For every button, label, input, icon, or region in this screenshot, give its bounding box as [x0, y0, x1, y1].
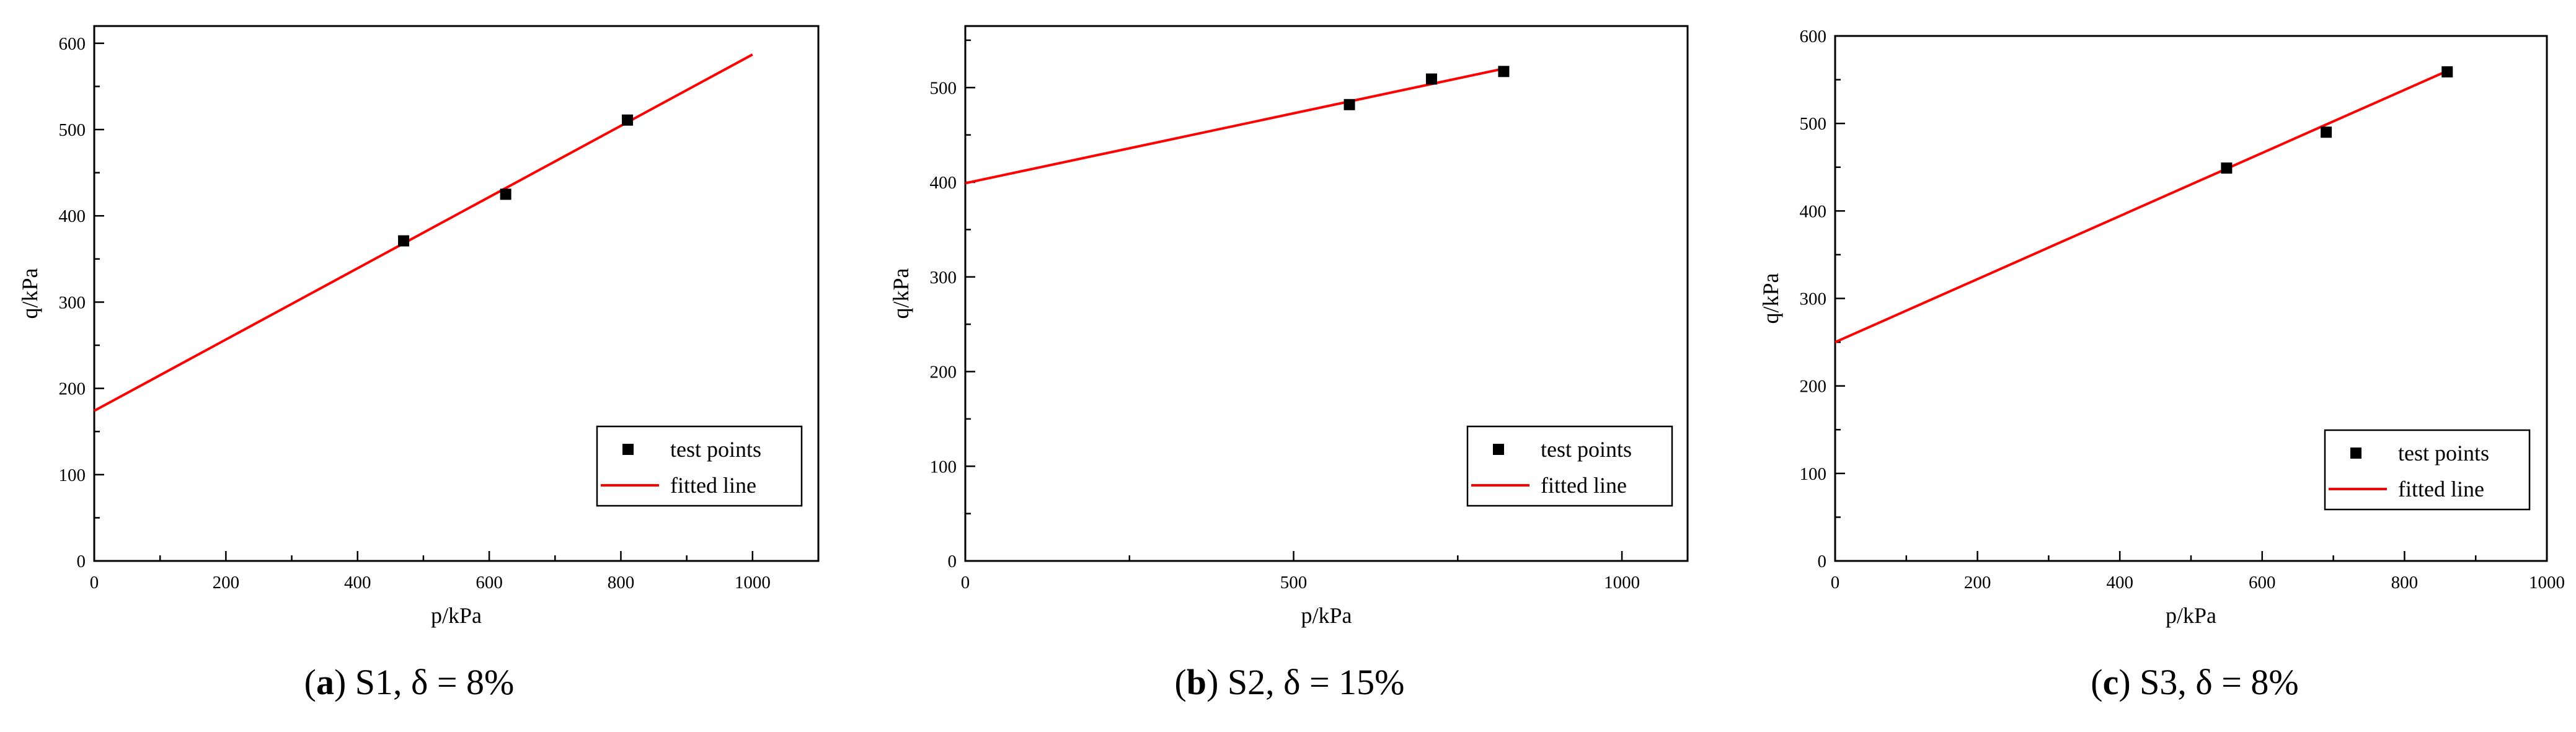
x-tick-label: 600 [476, 573, 503, 593]
test-point-marker [1498, 66, 1510, 77]
test-point-marker [1343, 99, 1355, 110]
y-tick-label: 600 [1800, 27, 1827, 46]
y-axis-label: q/kPa [17, 268, 42, 319]
x-axis-label: p/kPa [2166, 603, 2216, 628]
y-tick-label: 400 [930, 173, 957, 193]
legend-marker-test-points [622, 444, 634, 455]
legend-label: fitted line [670, 473, 756, 498]
y-tick-label: 300 [59, 293, 86, 312]
x-axis-label: p/kPa [1301, 603, 1352, 628]
fitted-line [965, 67, 1504, 185]
chart-panel-3: 0 200 400 600 800 1000 0 100 200 300 400 500 600 p/kP… [1758, 27, 2565, 702]
y-axis-label: q/kPa [1758, 273, 1783, 324]
legend-label: test points [2398, 441, 2489, 465]
y-tick-label: 200 [1800, 377, 1827, 397]
x-tick-label: 1000 [735, 573, 771, 593]
legend: test points fitted line [1466, 425, 1673, 507]
panel-caption-text: S2, δ = 15% [1228, 662, 1405, 702]
y-axis-label: q/kPa [888, 268, 913, 319]
x-tick-label: 1000 [2529, 573, 2565, 593]
legend-label: fitted line [1541, 473, 1627, 498]
panel-caption-letter: b [1187, 662, 1206, 702]
legend-box [1466, 425, 1673, 507]
y-tick-label: 400 [1800, 201, 1827, 221]
y-tick-label: 100 [59, 465, 86, 485]
x-tick-label: 400 [344, 573, 371, 593]
legend-label: test points [670, 437, 761, 462]
legend-box [596, 425, 803, 507]
x-tick-label: 0 [90, 573, 99, 593]
legend-marker-test-points [2350, 448, 2361, 459]
y-tick-label: 400 [59, 206, 86, 226]
panel-caption-text: S1, δ = 8% [355, 662, 515, 702]
y-tick-label: 300 [1800, 289, 1827, 309]
y-tick-label: 0 [948, 552, 957, 571]
test-point-marker [1425, 73, 1437, 85]
y-tick-label: 500 [59, 120, 86, 140]
test-point-marker [2321, 126, 2332, 138]
y-tick-label: 0 [77, 552, 86, 571]
x-tick-label: 0 [1831, 573, 1840, 593]
x-tick-label: 600 [2249, 573, 2276, 593]
x-tick-label: 500 [1280, 573, 1308, 593]
x-axis-label: p/kPa [431, 603, 482, 628]
test-point-marker [500, 188, 511, 200]
x-tick-label: 200 [1964, 573, 1991, 593]
plot-frame [93, 25, 820, 562]
test-point-marker [398, 235, 410, 247]
legend: test points fitted line [2324, 429, 2531, 511]
x-tick-label: 800 [608, 573, 635, 593]
fitted-line [1835, 69, 2448, 343]
plot-frame [964, 25, 1689, 562]
y-tick-label: 200 [930, 363, 957, 382]
y-tick-label: 300 [930, 268, 957, 288]
fitted-line [94, 53, 753, 412]
y-tick-label: 200 [59, 379, 86, 399]
x-tick-label: 1000 [1604, 573, 1640, 593]
x-tick-label: 0 [961, 573, 970, 593]
legend-label: fitted line [2398, 477, 2484, 501]
legend-box [2324, 429, 2531, 511]
panel-caption-letter: a [316, 662, 334, 702]
chart-panel-1: 0 200 400 600 800 1000 0 100 200 300 400 500 600 p/kP… [17, 25, 820, 702]
legend-label: test points [1541, 437, 1632, 462]
panel-caption: (b) S2, δ = 15% [1174, 662, 1404, 702]
test-point-marker [2221, 162, 2233, 174]
test-point-marker [622, 114, 634, 126]
y-tick-label: 0 [1818, 552, 1827, 571]
x-tick-label: 200 [213, 573, 240, 593]
y-tick-label: 100 [1800, 464, 1827, 484]
panel-caption-letter: c [2103, 662, 2119, 702]
legend: test points fitted line [596, 425, 803, 507]
y-tick-label: 500 [1800, 114, 1827, 134]
y-tick-label: 100 [930, 457, 957, 477]
y-tick-label: 600 [59, 34, 86, 54]
y-tick-label: 500 [930, 78, 957, 98]
panel-caption-text: S3, δ = 8% [2140, 662, 2299, 702]
test-point-marker [2441, 66, 2453, 77]
x-tick-label: 800 [2391, 573, 2419, 593]
panel-caption: (a) S1, δ = 8% [304, 662, 515, 702]
x-tick-label: 400 [2106, 573, 2133, 593]
chart-panel-2: 0 500 1000 0 100 200 300 400 500 p/kPa q/kPa test p… [888, 25, 1689, 702]
legend-marker-test-points [1493, 444, 1504, 455]
panel-caption: (c) S3, δ = 8% [2091, 662, 2299, 702]
